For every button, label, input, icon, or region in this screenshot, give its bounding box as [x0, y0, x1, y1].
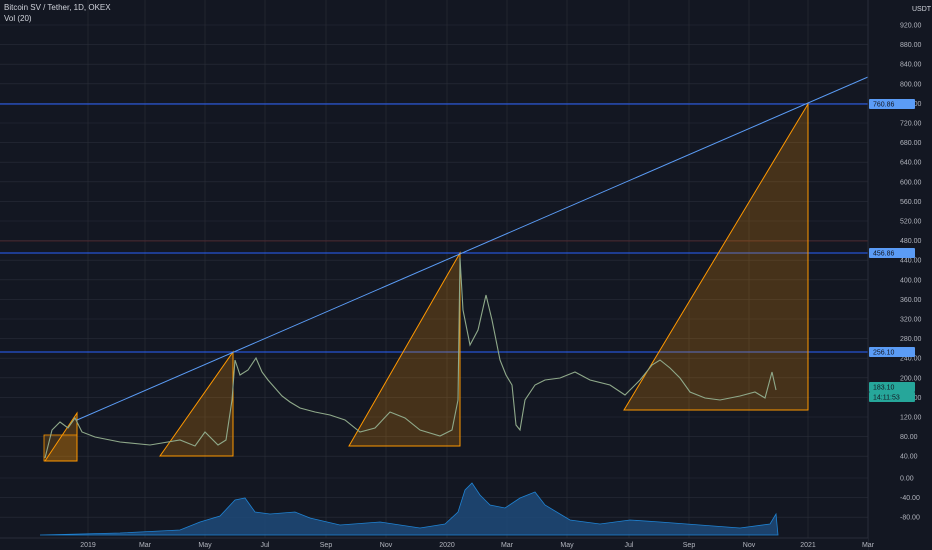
- price-tick-label: 840.00: [900, 62, 922, 69]
- price-tick-label: 400.00: [900, 277, 922, 284]
- triangle-shape: [159, 350, 234, 457]
- price-tick-label: 680.00: [900, 140, 922, 147]
- price-axis-panel[interactable]: [868, 0, 932, 550]
- chart-legend: Bitcoin SV / Tether, 1D, OKEX Vol (20): [4, 2, 111, 24]
- price-tick-label: 640.00: [900, 160, 922, 167]
- price-badge-label: 456.86: [873, 251, 895, 258]
- volume-tick-label: 0.00: [900, 476, 914, 483]
- time-tick-label: Jul: [261, 542, 270, 549]
- price-tick-label: 320.00: [900, 317, 922, 324]
- time-tick-label: 2019: [80, 542, 96, 549]
- horizontal-levels[interactable]: [0, 103, 868, 353]
- price-tick-label: 200.00: [900, 375, 922, 382]
- price-tick-label: 720.00: [900, 121, 922, 128]
- price-badge: [869, 99, 915, 109]
- price-badges: 760.86 456.86 256.10 183.10 14:11:53: [869, 99, 915, 402]
- price-tick-label: 280.00: [900, 336, 922, 343]
- price-line: [44, 257, 777, 459]
- symbol-title[interactable]: Bitcoin SV / Tether, 1D, OKEX: [4, 3, 111, 12]
- price-badge: [869, 347, 915, 357]
- time-tick-label: Sep: [683, 542, 696, 549]
- triangle-box: [43, 434, 78, 462]
- grid-layer: [0, 0, 869, 538]
- price-tick-label: 480.00: [900, 238, 922, 245]
- price-tick-label: 40.00: [900, 454, 918, 461]
- time-tick-label: 2021: [800, 542, 816, 549]
- currency-label[interactable]: USDT: [912, 6, 932, 13]
- price-tick-label: 920.00: [900, 23, 922, 30]
- time-tick-label: Sep: [320, 542, 333, 549]
- price-tick-label: 440.00: [900, 258, 922, 265]
- price-badge-label: 760.86: [873, 102, 895, 109]
- price-series: [44, 257, 777, 459]
- price-tick-label: 560.00: [900, 199, 922, 206]
- price-badge: [869, 382, 915, 392]
- price-tick-label: 520.00: [900, 219, 922, 226]
- price-tick-label: 360.00: [900, 297, 922, 304]
- time-axis-panel[interactable]: [0, 538, 868, 550]
- volume-tick-label: -80.00: [900, 515, 920, 522]
- trendline: [76, 63, 899, 421]
- triangle-shape: [623, 102, 809, 411]
- price-tick-label: 240.00: [900, 356, 922, 363]
- time-tick-label: Nov: [743, 542, 756, 549]
- price-tick-label: 880.00: [900, 42, 922, 49]
- time-tick-label: May: [560, 542, 574, 549]
- volume-area: [39, 482, 779, 536]
- time-tick-label: Mar: [139, 542, 152, 549]
- price-badge-label: 14:11:53: [873, 395, 900, 402]
- time-axis-ticks: 2019 Mar May Jul Sep Nov 2020 Mar May Jul Sep Nov 20…: [80, 542, 874, 549]
- price-tick-label: 800.00: [900, 81, 922, 88]
- time-tick-label: Mar: [862, 542, 875, 549]
- volume-tick-label: -40.00: [900, 495, 920, 502]
- triangle-drawings[interactable]: [43, 102, 809, 462]
- volume-indicator-label[interactable]: Vol (20): [4, 14, 32, 23]
- price-badge: [869, 248, 915, 258]
- price-tick-label: 80.00: [900, 434, 918, 441]
- time-tick-label: Nov: [380, 542, 393, 549]
- trendline-drawing[interactable]: [76, 63, 899, 421]
- triangle-shape: [348, 251, 461, 447]
- price-badge-label: 256.10: [873, 350, 895, 357]
- price-tick-label: 120.00: [900, 415, 922, 422]
- time-tick-label: Mar: [501, 542, 514, 549]
- price-badge-label: 183.10: [873, 385, 895, 392]
- time-tick-label: Jul: [625, 542, 634, 549]
- time-tick-label: May: [198, 542, 212, 549]
- volume-area-fill: [39, 482, 779, 536]
- price-tick-label: 600.00: [900, 179, 922, 186]
- price-badge: [869, 392, 915, 402]
- time-tick-label: 2020: [439, 542, 455, 549]
